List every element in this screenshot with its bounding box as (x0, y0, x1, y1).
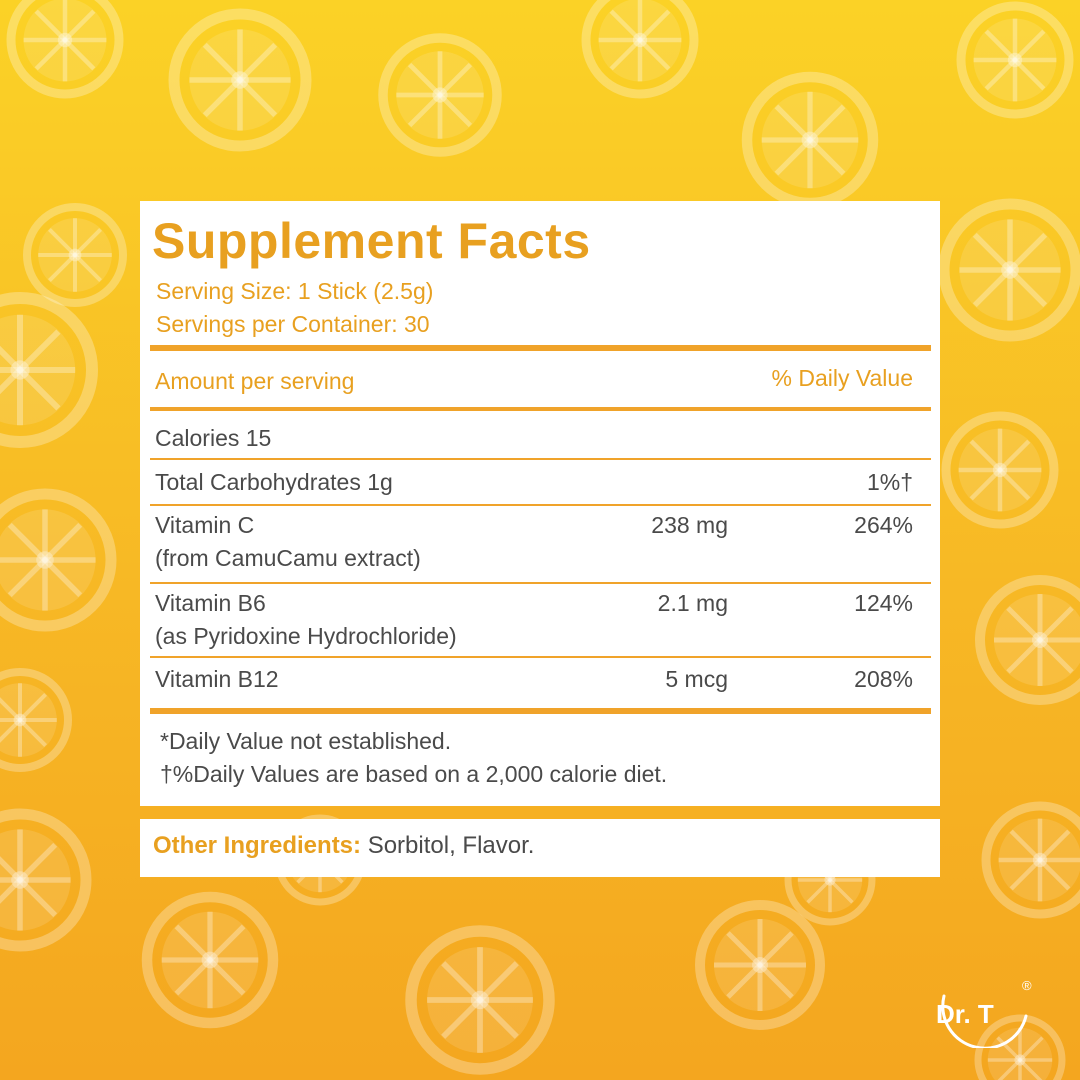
amount-per-serving-header: Amount per serving (155, 368, 355, 394)
divider-row (150, 582, 931, 584)
row-vitamin-c-name: Vitamin C (155, 512, 255, 538)
row-vitamin-b12-dv: 208% (854, 666, 913, 692)
registered-mark: ® (1022, 978, 1032, 993)
supplement-facts-panel: Supplement Facts Serving Size: 1 Stick (… (140, 201, 940, 806)
row-vitamin-b6-amount: 2.1 mg (657, 590, 728, 616)
other-ingredients-panel: Other Ingredients: Sorbitol, Flavor. (140, 819, 940, 877)
row-calories-name: Calories 15 (155, 425, 272, 451)
row-carbohydrates-dv: 1%† (866, 469, 913, 495)
divider-thick (150, 345, 931, 351)
other-ingredients-text: Other Ingredients: Sorbitol, Flavor. (153, 830, 534, 862)
row-vitamin-c-source: (from CamuCamu extract) (155, 545, 421, 571)
row-vitamin-b6-name: Vitamin B6 (155, 590, 266, 616)
servings-per-container: Servings per Container: 30 (156, 311, 430, 337)
logo-text: Dr. T (936, 999, 994, 1029)
row-vitamin-b6-source: (as Pyridoxine Hydrochloride) (155, 623, 457, 649)
divider-header (150, 407, 931, 411)
daily-value-header: % Daily Value (771, 365, 913, 391)
dr-t-logo: Dr. T ® (936, 978, 1032, 1048)
footnote-calorie-diet: †%Daily Values are based on a 2,000 calo… (160, 761, 668, 787)
footnote-daily-value: *Daily Value not established. (160, 728, 452, 754)
row-vitamin-c-dv: 264% (854, 512, 913, 538)
divider-thick (150, 708, 931, 714)
divider-row (150, 504, 931, 506)
row-carbohydrates-name: Total Carbohydrates 1g (155, 469, 393, 495)
row-vitamin-b12-name: Vitamin B12 (155, 666, 279, 692)
row-vitamin-c-amount: 238 mg (651, 512, 728, 538)
row-vitamin-b12-amount: 5 mcg (665, 666, 728, 692)
serving-size: Serving Size: 1 Stick (2.5g) (156, 278, 434, 304)
other-ingredients-label: Other Ingredients: (153, 832, 362, 859)
panel-title: Supplement Facts (152, 213, 591, 269)
divider-row (150, 458, 931, 460)
row-vitamin-b6-dv: 124% (854, 590, 913, 616)
other-ingredients-value: Sorbitol, Flavor. (361, 832, 535, 859)
divider-row (150, 656, 931, 658)
